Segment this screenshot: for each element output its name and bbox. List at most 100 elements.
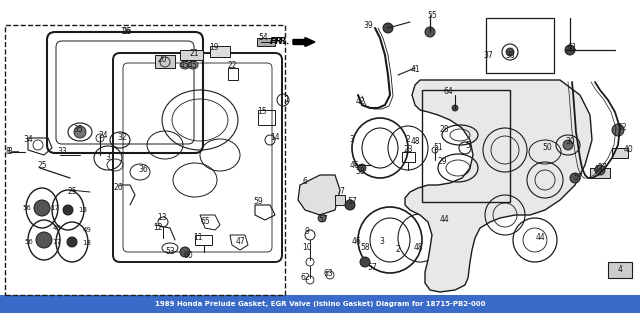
Text: 30: 30 [565,137,575,146]
Text: 6: 6 [303,177,307,187]
Text: 23: 23 [403,146,413,155]
Text: 49: 49 [52,225,61,231]
Text: 2: 2 [406,136,410,145]
Text: 34: 34 [23,136,33,145]
Circle shape [74,126,86,138]
Text: 9: 9 [305,228,309,237]
Text: 40: 40 [623,146,633,155]
Text: 19: 19 [209,44,219,53]
Circle shape [36,232,52,248]
Polygon shape [210,46,230,57]
Circle shape [360,257,370,267]
Text: 57: 57 [318,215,328,224]
Text: 39: 39 [363,20,373,29]
Text: 52: 52 [617,124,627,132]
Text: 57: 57 [347,198,357,207]
Text: 25: 25 [37,161,47,170]
Text: 38: 38 [505,50,515,59]
Text: 24: 24 [98,131,108,140]
Circle shape [318,214,326,222]
Text: 45: 45 [180,60,190,69]
Bar [486,18,554,73]
Bar [5,25,285,295]
Polygon shape [180,50,203,60]
Text: 15: 15 [257,107,267,116]
Text: 44: 44 [535,233,545,243]
Text: 54: 54 [258,33,268,43]
Text: 33: 33 [57,147,67,156]
Circle shape [563,140,573,150]
Polygon shape [612,148,628,158]
Text: 58: 58 [360,244,370,253]
Text: 32: 32 [117,134,127,142]
Circle shape [383,23,393,33]
Circle shape [565,45,575,55]
Text: 59: 59 [253,198,263,207]
Text: 3: 3 [349,136,355,145]
Text: 57: 57 [573,173,583,182]
Circle shape [67,237,77,247]
Circle shape [345,200,355,210]
Text: 17: 17 [51,205,60,211]
Text: 7: 7 [340,187,344,197]
Circle shape [612,124,624,136]
Text: 41: 41 [410,65,420,74]
Text: 11: 11 [193,233,203,243]
Circle shape [63,205,73,215]
Text: 16: 16 [122,28,132,37]
Text: 62: 62 [300,274,310,283]
Text: 20: 20 [157,55,167,64]
Circle shape [570,173,580,183]
Circle shape [506,48,514,56]
Polygon shape [608,262,632,278]
Text: 56: 56 [22,205,31,211]
Text: 3: 3 [380,238,385,247]
Text: 43: 43 [593,166,603,175]
Text: 48: 48 [410,137,420,146]
Text: 27: 27 [597,163,607,172]
Text: 29: 29 [437,157,447,167]
Text: 46: 46 [351,238,361,247]
Text: 45: 45 [188,60,198,69]
Text: 8: 8 [6,147,10,156]
Text: 57: 57 [367,264,377,273]
Text: 50: 50 [542,143,552,152]
Text: 51: 51 [433,143,443,152]
Text: FR.: FR. [269,38,286,47]
Text: 46: 46 [350,161,360,170]
Text: 2: 2 [396,245,401,254]
Text: 49: 49 [83,227,92,233]
Circle shape [595,165,605,175]
Text: 17: 17 [52,239,61,245]
Text: 12: 12 [153,223,163,232]
Polygon shape [590,168,610,178]
Text: 53: 53 [165,248,175,256]
Text: 25: 25 [67,187,77,197]
Text: 31: 31 [105,153,115,162]
Text: 42: 42 [355,98,365,106]
Text: FR.: FR. [275,38,290,47]
Text: 65: 65 [200,218,210,227]
Polygon shape [405,80,592,292]
Text: 55: 55 [427,11,437,19]
Text: 5: 5 [465,141,470,150]
Bar [0,295,640,313]
Text: 61: 61 [567,44,577,53]
Text: 8—: 8— [8,147,20,156]
Text: 60: 60 [183,250,193,259]
Polygon shape [257,38,275,46]
Circle shape [358,164,366,172]
Text: 21: 21 [189,49,199,58]
Polygon shape [335,195,345,205]
Text: 64: 64 [443,88,453,96]
Polygon shape [155,55,175,68]
Text: 14: 14 [270,134,280,142]
Text: 10: 10 [302,244,312,253]
Text: 13: 13 [157,213,167,223]
Bar [422,90,510,202]
Text: 37: 37 [483,50,493,59]
Circle shape [425,27,435,37]
Text: 36: 36 [138,166,148,175]
Circle shape [452,105,458,111]
Text: 56: 56 [24,239,33,245]
